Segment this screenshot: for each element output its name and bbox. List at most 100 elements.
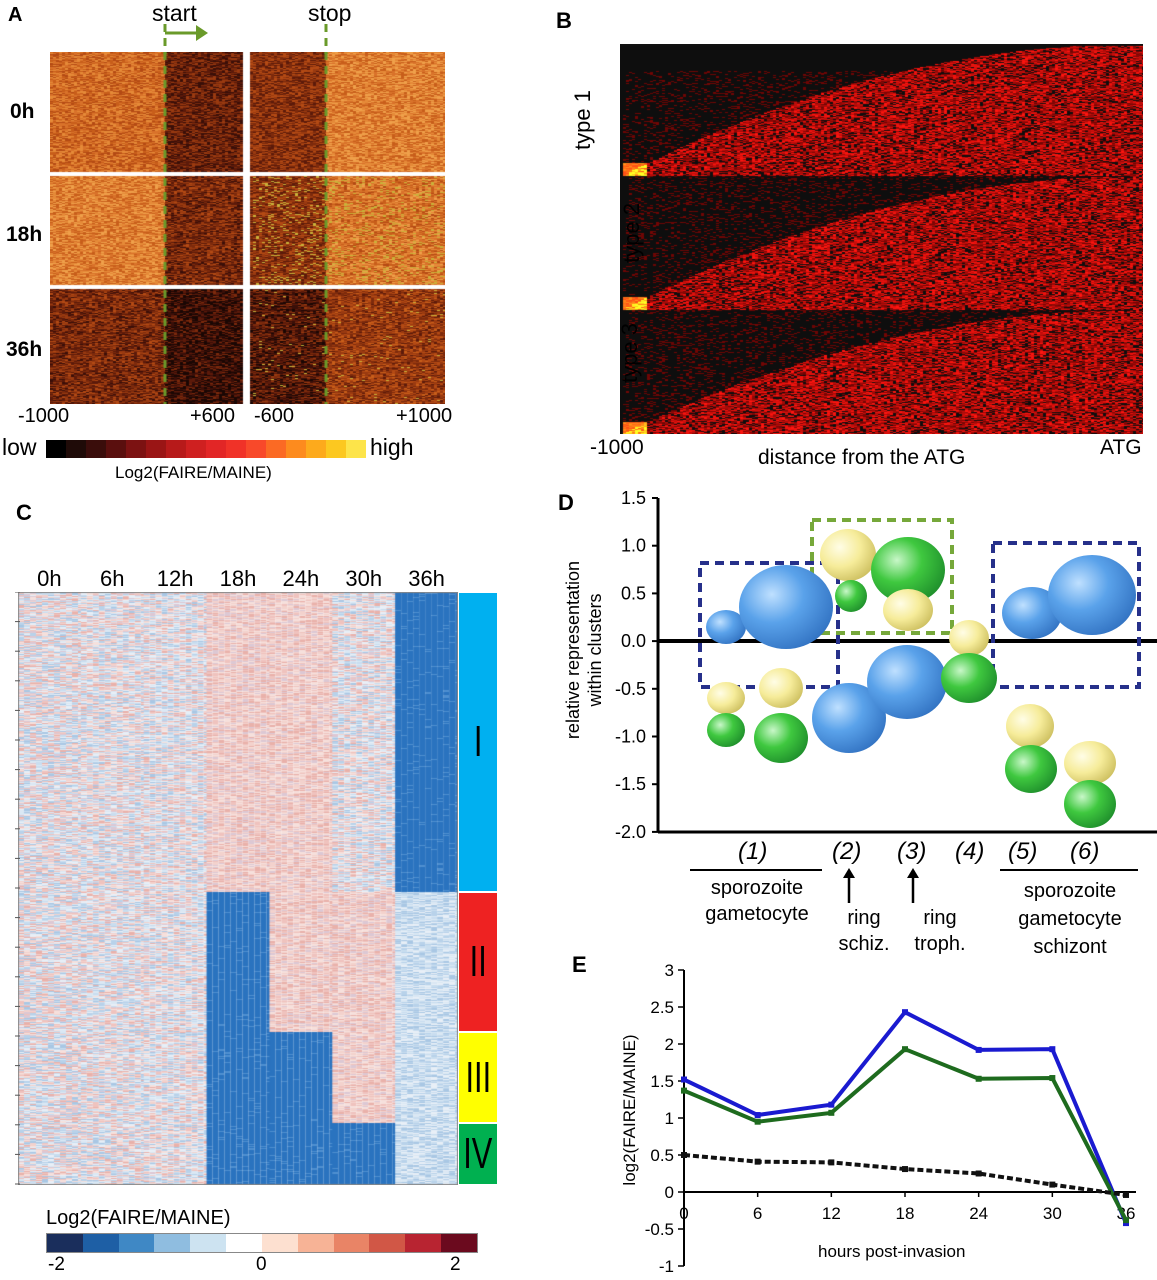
type-3-label: type 3 <box>617 323 642 383</box>
scale-swatch <box>297 1234 334 1252</box>
c-scale-tick-neg: -2 <box>48 1254 65 1275</box>
stop-label: stop <box>308 0 352 26</box>
d-y-tick-label: -1.5 <box>615 774 646 794</box>
scale-swatch <box>146 440 166 458</box>
panel-e-letter: E <box>572 952 587 977</box>
e-x-tick-label: 24 <box>969 1204 988 1223</box>
bubble-blue <box>739 565 833 649</box>
scale-swatch <box>166 440 186 458</box>
series-point <box>1049 1046 1056 1053</box>
a-scale-high: high <box>370 434 414 460</box>
d-y-tick-label: 1.0 <box>621 536 646 556</box>
e-y-tick-label: 3 <box>665 961 674 980</box>
scale-swatch <box>46 440 66 458</box>
c-scale-title: Log2(FAIRE/MAINE) <box>46 1207 231 1229</box>
stage-label: ring <box>847 907 881 929</box>
scale-swatch <box>47 1234 83 1252</box>
d-y-tick-label: -2.0 <box>615 822 646 842</box>
e-x-tick-label: 0 <box>679 1204 688 1223</box>
group-label-5: (5) <box>1008 838 1038 865</box>
column-header: 6h <box>100 566 125 591</box>
b-x-label: distance from the ATG <box>758 446 966 469</box>
bubble-blue <box>1002 587 1062 639</box>
a-tick-left-end: +600 <box>190 405 236 427</box>
bubble-green <box>835 580 867 612</box>
series-point <box>828 1159 835 1166</box>
column-header: 30h <box>345 566 383 591</box>
e-y-tick-label: 2.5 <box>650 998 674 1017</box>
a-tick-left-start: -1000 <box>18 405 70 427</box>
d-y-axis: 1.5 1.0 0.5 0.0 -0.5 -1.0 -1.5 -2.0 <box>615 488 1157 842</box>
cluster-III: III <box>458 1032 498 1123</box>
series-line <box>683 1153 1127 1197</box>
scale-swatch <box>66 440 86 458</box>
panel-a-letter: A <box>8 4 23 26</box>
series-point <box>1123 1217 1129 1224</box>
group-label-6: (6) <box>1070 838 1100 865</box>
e-ylabel: log2(FAIRE/MAINE) <box>620 1034 639 1186</box>
scale-swatch <box>346 440 366 458</box>
start-label: start <box>152 0 197 26</box>
scale-swatch <box>226 440 246 458</box>
series-point <box>828 1101 835 1108</box>
scale-swatch <box>326 440 346 458</box>
scale-swatch <box>226 1234 262 1252</box>
series-point <box>681 1087 687 1094</box>
scale-swatch <box>261 1234 298 1252</box>
a-tick-right-end: +1000 <box>396 405 453 427</box>
cluster-bar: I II III IV <box>458 592 498 1185</box>
bubble-yellow <box>883 589 933 631</box>
d-y-tick-label: -0.5 <box>615 679 646 699</box>
group1-underline <box>690 869 822 871</box>
stage-label: sporozoite <box>710 877 804 899</box>
bubble-yellow <box>949 620 989 656</box>
cluster-label: IV <box>463 1129 493 1178</box>
d-ylabel-line1: relative representation <box>563 560 583 740</box>
cluster-label: II <box>469 937 487 986</box>
scale-swatch <box>206 440 226 458</box>
scale-swatch <box>190 1234 227 1252</box>
start-stop-heatmap <box>50 52 445 404</box>
d-y-tick-label: 1.5 <box>621 488 646 508</box>
series-point <box>754 1118 761 1125</box>
c-color-scale <box>46 1233 478 1253</box>
scale-swatch <box>246 440 266 458</box>
e-x-tick-label: 12 <box>822 1204 841 1223</box>
stage-label: schizont <box>1033 936 1107 958</box>
series-point <box>828 1109 835 1116</box>
column-header: 24h <box>282 566 320 591</box>
scale-swatch <box>118 1234 155 1252</box>
panel-c-letter: C <box>16 500 32 525</box>
bubble-yellow <box>1006 704 1054 748</box>
a-tick-right-start: -600 <box>254 405 295 427</box>
a-scale-low: low <box>2 434 37 460</box>
e-y-tick-label: 0.5 <box>650 1146 674 1165</box>
group2-stages: ring schiz. <box>826 905 902 957</box>
c-scale-tick-zero: 0 <box>256 1254 267 1275</box>
column-header: 18h <box>219 566 257 591</box>
stage-label: schiz. <box>838 933 890 955</box>
series-point <box>681 1152 687 1158</box>
e-y-tick-label: 0 <box>665 1183 674 1202</box>
row-label-18h: 18h <box>6 223 43 246</box>
series-point <box>1049 1075 1056 1082</box>
arrow-up-icon <box>843 868 855 903</box>
scale-swatch <box>405 1234 442 1252</box>
scale-swatch <box>306 440 326 458</box>
bubble-yellow <box>1064 741 1116 785</box>
group56-box <box>991 541 1141 689</box>
e-xlabel: hours post-invasion <box>818 1242 966 1261</box>
scale-swatch <box>86 440 106 458</box>
group1-stages: sporozoite gametocyte <box>690 875 824 927</box>
a-color-scale <box>46 440 366 458</box>
a-guide-lines <box>163 24 328 54</box>
scale-swatch <box>441 1234 477 1252</box>
cluster-II: II <box>458 892 498 1032</box>
bubble-blue <box>812 683 886 753</box>
stage-label: gametocyte <box>1018 908 1122 930</box>
scale-swatch <box>186 440 206 458</box>
scale-swatch <box>333 1234 370 1252</box>
stage-label: troph. <box>914 933 966 955</box>
group-label-3: (3) <box>897 838 927 865</box>
bubble-blue <box>867 645 947 719</box>
